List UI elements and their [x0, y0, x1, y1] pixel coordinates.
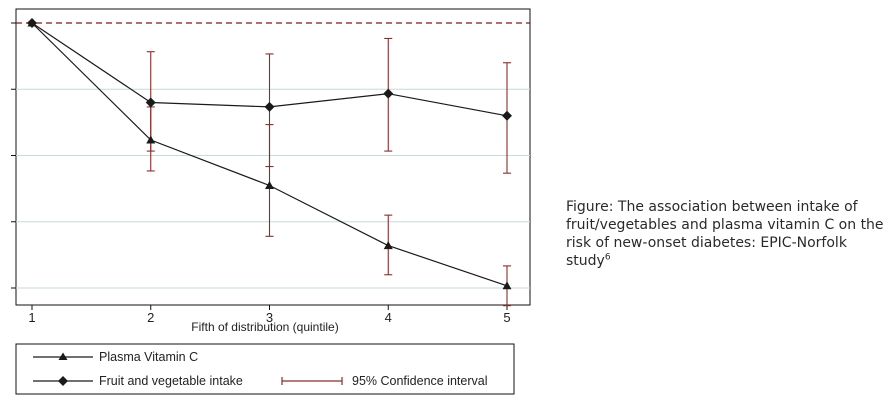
x-tick-label-5: 5 [503, 310, 510, 325]
x-axis-title: Fifth of distribution (quintile) [191, 320, 338, 334]
gridlines [16, 88, 530, 289]
caption-reference: 6 [604, 252, 611, 263]
legend-label-ci: 95% Confidence interval [352, 374, 488, 388]
confidence-intervals [146, 37, 511, 307]
x-tick-label-3: 3 [266, 310, 273, 325]
point-s0-q2 [146, 135, 156, 144]
legend-box [15, 343, 515, 395]
point-s1-q5 [502, 110, 512, 121]
x-tick-label-4: 4 [385, 310, 392, 325]
legend-label-fruit-veg: Fruit and vegetable intake [99, 374, 243, 388]
point-s0-q5 [502, 281, 512, 290]
y-ticks [11, 22, 16, 289]
x-ticks: 1 2 3 4 5 [28, 305, 511, 325]
point-s1-q1 [27, 18, 37, 28]
caption-text: The association between intake of fruit/… [566, 199, 884, 269]
figure-caption: Figure: The association between intake o… [566, 198, 886, 270]
point-s0-q3 [265, 181, 274, 190]
series-markers [27, 18, 512, 290]
point-s0-q4 [383, 241, 393, 250]
legend-triangle-icon [58, 352, 68, 360]
point-s1-q2 [145, 97, 156, 108]
x-tick-label-1: 1 [28, 310, 35, 325]
point-s1-q4 [383, 88, 394, 99]
point-s1-q3 [264, 101, 275, 112]
caption-label: Figure: [566, 199, 614, 215]
x-tick-label-2: 2 [147, 310, 154, 325]
legend: Plasma Vitamin C Fruit and vegetable int… [15, 343, 515, 395]
plot-frame [15, 8, 531, 306]
legend-label-vitamin-c: Plasma Vitamin C [99, 350, 198, 364]
legend-diamond-icon [58, 376, 68, 386]
